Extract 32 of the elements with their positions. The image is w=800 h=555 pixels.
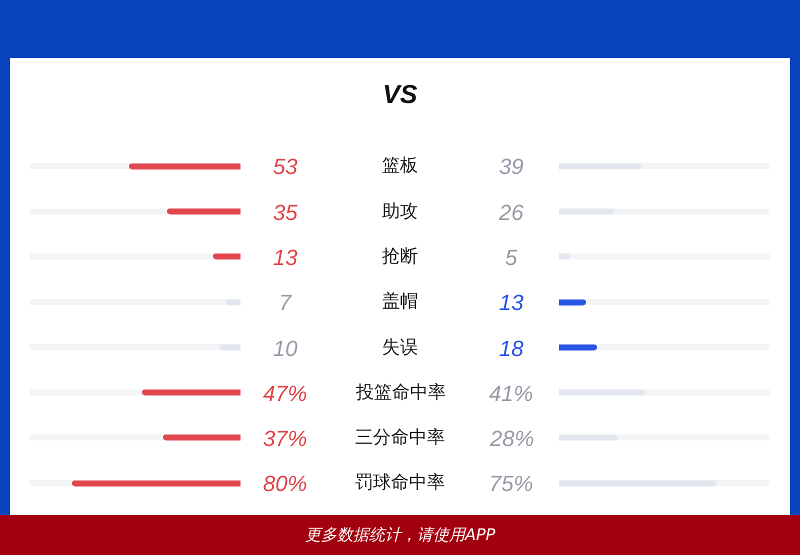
bar [226,299,240,306]
text: VS [382,79,418,110]
data-label: 39 [499,154,524,179]
data-label: 13 [273,245,298,270]
y-tick-label: 三分命中率 [355,427,445,448]
data-label: 26 [498,200,524,225]
bar [219,344,240,350]
data-label: 7 [279,290,292,315]
y-tick-label: 盖帽 [382,291,418,312]
bar [559,344,597,350]
data-label: 41% [489,381,534,406]
data-label: 18 [499,336,524,361]
y-tick-label: 抢断 [382,246,418,267]
data-label: 5 [505,245,518,270]
y-tick-label: 失误 [382,337,418,358]
y-tick-label: 投篮命中率 [355,382,446,403]
data-label: 47% [263,381,308,406]
y-tick-label: 罚球命中率 [355,472,445,493]
y-tick-label: 助攻 [382,201,418,222]
data-label: 80% [263,471,308,496]
data-label: 10 [273,336,298,361]
data-label: 13 [499,290,524,315]
data-label: 53 [273,154,298,179]
bar [559,253,570,260]
data-label: 35 [273,200,298,225]
data-label: 37% [263,426,308,451]
data-label: 75% [489,471,534,496]
bar [213,253,240,260]
y-tick-label: 篮板 [382,155,418,176]
data-label: 28% [489,426,534,451]
bar [559,299,586,306]
text: 更多数据统计，请使用APP [305,525,496,544]
